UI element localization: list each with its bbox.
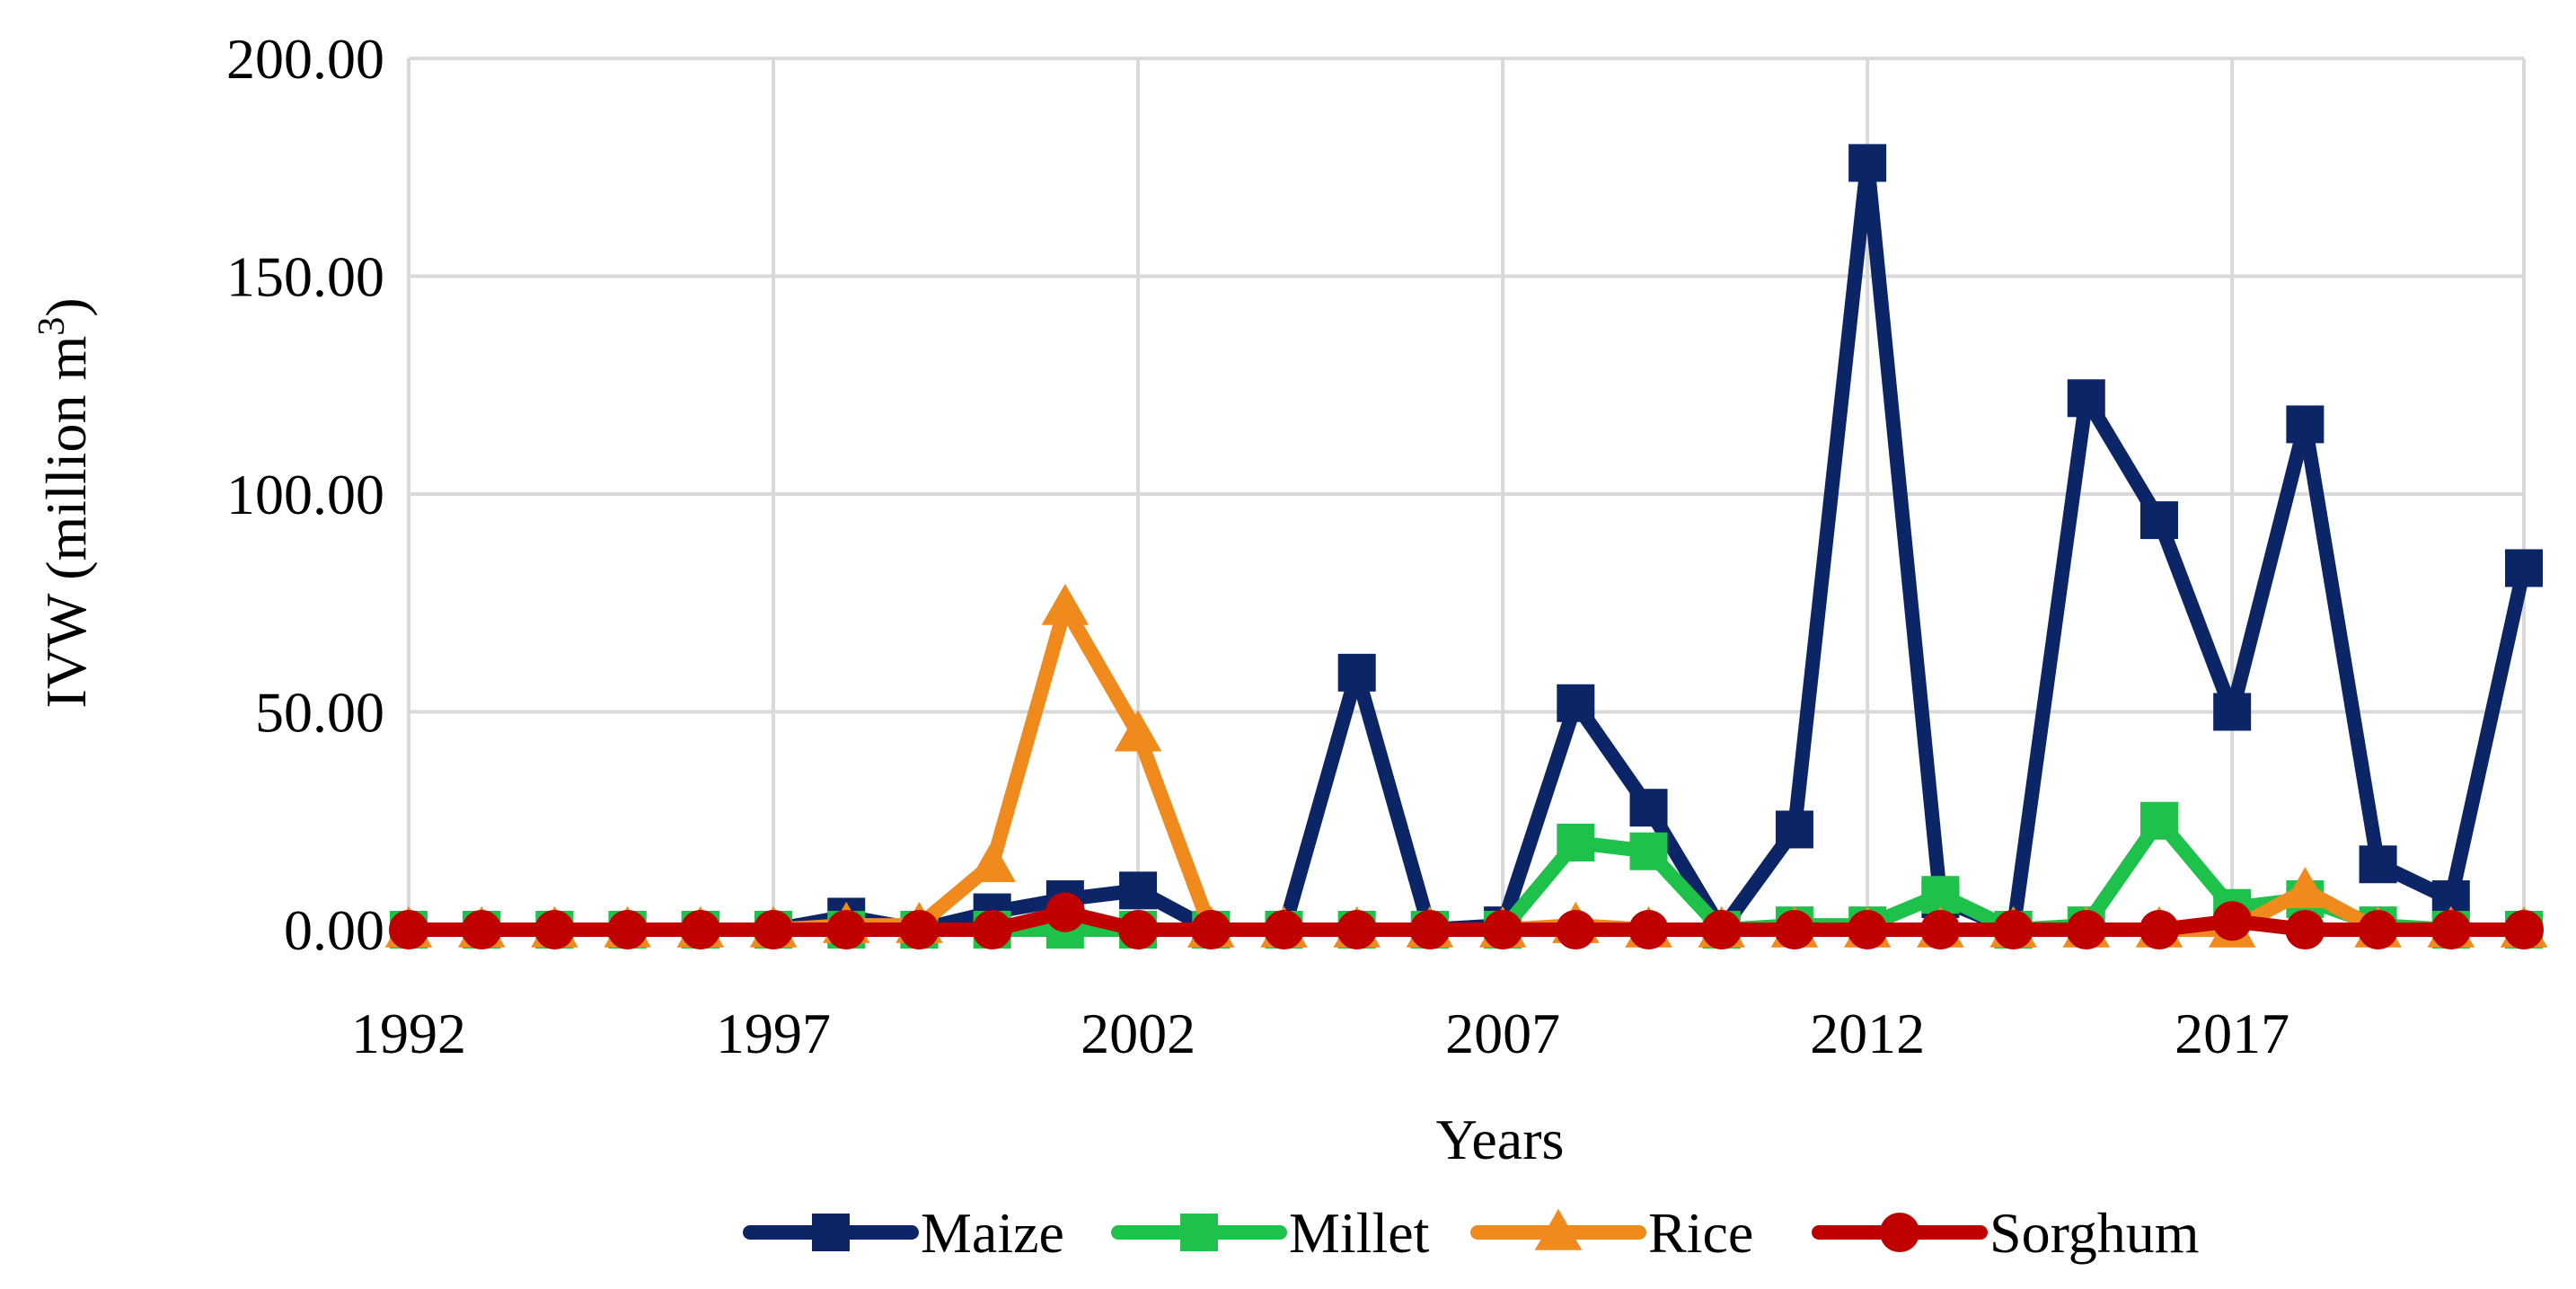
legend-swatch-marker bbox=[1879, 1212, 1920, 1253]
maize-point bbox=[1629, 789, 1668, 827]
maize-point bbox=[1848, 144, 1887, 182]
legend-item-rice: Rice bbox=[1470, 1201, 1753, 1265]
rice-point bbox=[968, 841, 1016, 882]
sorghum-series bbox=[388, 892, 2545, 950]
maize-point bbox=[2505, 549, 2543, 587]
legend-item-millet: Millet bbox=[1111, 1201, 1430, 1265]
y-tick-label: 50.00 bbox=[255, 681, 384, 745]
y-axis-title-text: IVW (million m bbox=[34, 336, 98, 709]
x-tick-label: 1997 bbox=[716, 1002, 831, 1065]
sorghum-point bbox=[2212, 901, 2253, 941]
maize-point bbox=[2067, 379, 2105, 418]
maize-point bbox=[1337, 653, 1376, 692]
legend-swatch-marker bbox=[812, 1214, 850, 1251]
rice-point bbox=[1041, 583, 1090, 625]
sorghum-point bbox=[1337, 909, 1377, 950]
sorghum-point bbox=[1701, 909, 1742, 950]
maize-point bbox=[2139, 501, 2178, 540]
sorghum-point bbox=[753, 909, 794, 950]
sorghum-point bbox=[680, 909, 720, 950]
legend: Maize Millet Rice Sorghum bbox=[743, 1201, 2200, 1265]
sorghum-point bbox=[2503, 909, 2545, 950]
x-tick-label: 2002 bbox=[1081, 1002, 1195, 1065]
sorghum-point bbox=[1848, 909, 1888, 950]
maize-series bbox=[390, 144, 2543, 949]
sorghum-point bbox=[2139, 909, 2180, 950]
x-tick-label: 2012 bbox=[1810, 1002, 1925, 1065]
legend-label: Sorghum bbox=[1989, 1201, 2200, 1265]
legend-item-sorghum: Sorghum bbox=[1812, 1201, 2200, 1265]
millet-point bbox=[1557, 824, 1595, 861]
sorghum-point bbox=[1628, 909, 1669, 950]
x-axis-ticks: 1992 1997 2002 2007 2012 2017 bbox=[351, 1002, 2289, 1065]
sorghum-point bbox=[2066, 909, 2106, 950]
x-tick-label: 2017 bbox=[2175, 1002, 2289, 1065]
maize-point bbox=[2213, 693, 2252, 731]
y-tick-label: 100.00 bbox=[226, 463, 384, 526]
y-tick-label: 0.00 bbox=[284, 898, 384, 962]
sorghum-point bbox=[1409, 909, 1450, 950]
sorghum-point bbox=[1045, 892, 1085, 932]
y-axis-title: IVW (million m3) bbox=[31, 297, 98, 708]
y-tick-label: 150.00 bbox=[226, 245, 384, 309]
legend-swatch-marker bbox=[1180, 1214, 1218, 1251]
x-tick-label: 2007 bbox=[1445, 1002, 1560, 1065]
sorghum-point bbox=[1264, 909, 1304, 950]
series-group bbox=[384, 144, 2548, 950]
sorghum-point bbox=[1483, 909, 1523, 950]
sorghum-point bbox=[1920, 909, 1961, 950]
sorghum-point bbox=[1993, 909, 2033, 950]
sorghum-point bbox=[826, 909, 867, 950]
y-tick-label: 200.00 bbox=[226, 27, 384, 91]
maize-point bbox=[1775, 810, 1813, 849]
maize-point bbox=[2359, 845, 2397, 884]
sorghum-point bbox=[899, 909, 940, 950]
millet-line bbox=[401, 813, 2531, 937]
rice-point bbox=[1114, 710, 1162, 752]
millet-point bbox=[1629, 832, 1668, 870]
sorghum-point bbox=[2358, 909, 2398, 950]
maize-point bbox=[2286, 405, 2325, 444]
legend-label: Rice bbox=[1648, 1201, 1753, 1265]
sorghum-point bbox=[388, 909, 429, 950]
y-axis-ticks: 0.00 50.00 100.00 150.00 200.00 bbox=[226, 27, 384, 962]
sorghum-point bbox=[607, 909, 648, 950]
millet-point bbox=[2139, 801, 2178, 840]
gridlines bbox=[407, 57, 2526, 931]
sorghum-point bbox=[1191, 909, 1231, 950]
legend-label: Millet bbox=[1289, 1201, 1430, 1265]
legend-swatch-marker bbox=[1534, 1208, 1583, 1250]
maize-point bbox=[1557, 684, 1595, 722]
legend-item-maize: Maize bbox=[743, 1201, 1064, 1265]
legend-label: Maize bbox=[921, 1201, 1064, 1265]
sorghum-point bbox=[534, 909, 575, 950]
sorghum-point bbox=[1774, 909, 1814, 950]
sorghum-point bbox=[462, 909, 502, 950]
x-axis-title: Years bbox=[1436, 1108, 1565, 1171]
maize-point bbox=[1119, 871, 1158, 910]
y-axis-title-superscript: 3 bbox=[31, 317, 73, 336]
rice-point bbox=[2281, 867, 2329, 909]
sorghum-point bbox=[2285, 909, 2325, 950]
y-axis-title-close: ) bbox=[34, 297, 98, 316]
x-tick-label: 1992 bbox=[351, 1002, 466, 1065]
sorghum-point bbox=[1556, 909, 1596, 950]
sorghum-point bbox=[972, 909, 1012, 950]
sorghum-point bbox=[2430, 909, 2471, 950]
sorghum-point bbox=[1118, 909, 1159, 950]
